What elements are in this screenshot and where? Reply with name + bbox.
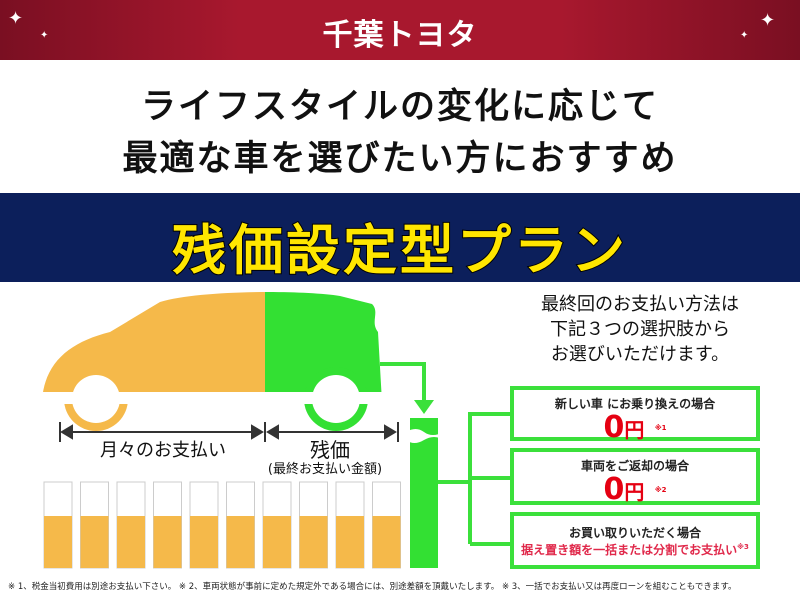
- headline-line2: 最適な車を選びたい方におすすめ: [122, 139, 678, 179]
- lead-line: お選びいただけます。: [550, 344, 730, 365]
- break-mark: [406, 429, 444, 443]
- monthly-payment-bar: [80, 516, 109, 568]
- plan-title: 残価設定型プラン: [171, 218, 628, 283]
- monthly-payment-bar: [226, 516, 255, 568]
- headline-line1: ライフスタイルの変化に応じて: [140, 87, 659, 127]
- span-arrows: [59, 422, 399, 442]
- plan-band: [0, 193, 800, 282]
- option-title: 車両をご返却の場合: [580, 459, 689, 473]
- brand-logo: 千葉トヨタ: [322, 18, 478, 53]
- monthly-payment-bar: [372, 516, 401, 568]
- residual-sub-label: (最終お支払い金額): [267, 462, 383, 477]
- residual-label: 残価: [285, 434, 375, 463]
- lead-line: 最終回のお支払い方法は: [541, 294, 739, 315]
- lead-line: 下記３つの選択肢から: [550, 319, 730, 340]
- residual-bar: [410, 418, 438, 568]
- option-title: 新しい車 にお乗り換えの場合: [554, 397, 716, 411]
- monthly-payment-bar: [336, 516, 364, 568]
- sparkle-icon: ✦: [740, 30, 749, 41]
- sparkle-icon: ✦: [760, 10, 776, 31]
- lead-text: 最終回のお支払い方法は 下記３つの選択肢から お選びいただけます。: [500, 292, 780, 367]
- option-unit: 円: [624, 480, 645, 504]
- plan-diagram: [0, 292, 510, 569]
- sparkle-icon: ✦: [40, 30, 49, 41]
- option-detail: 据え置き額を一括または分割でお支払い: [521, 543, 738, 557]
- brand-banner: [0, 0, 800, 60]
- monthly-payment-bar: [190, 516, 218, 568]
- monthly-payment-bar: [299, 516, 328, 568]
- sparkle-icon: ✦: [8, 8, 24, 29]
- connector-lines: [380, 362, 510, 546]
- monthly-payment-bar: [153, 516, 182, 568]
- footnote: ※ 1、税金当初費用は別途お支払い下さい。 ※ 2、車両状態が事前に定めた規定外…: [8, 582, 737, 592]
- option-unit: 円: [624, 418, 645, 442]
- option-amount: 0: [603, 410, 625, 445]
- down-arrow-icon: [414, 400, 434, 414]
- option-note: ※3: [737, 543, 749, 551]
- payment-bars: [43, 481, 401, 569]
- option-note: ※2: [654, 486, 667, 494]
- monthly-payment-bar: [117, 516, 145, 568]
- option-note: ※1: [654, 424, 667, 432]
- option-amount: 0: [603, 472, 625, 507]
- monthly-payment-bar: [44, 516, 72, 568]
- option-trade-in: 新しい車 にお乗り換えの場合 0円 ※1: [510, 386, 760, 444]
- option-return: 車両をご返却の場合 0円 ※2: [510, 448, 760, 507]
- option-buyout: お買い取りいただく場合 据え置き額を一括または分割でお支払い※3: [510, 512, 760, 569]
- monthly-label: 月々のお支払い: [78, 436, 248, 462]
- monthly-payment-bar: [263, 516, 291, 568]
- option-title: お買い取りいただく場合: [568, 526, 701, 540]
